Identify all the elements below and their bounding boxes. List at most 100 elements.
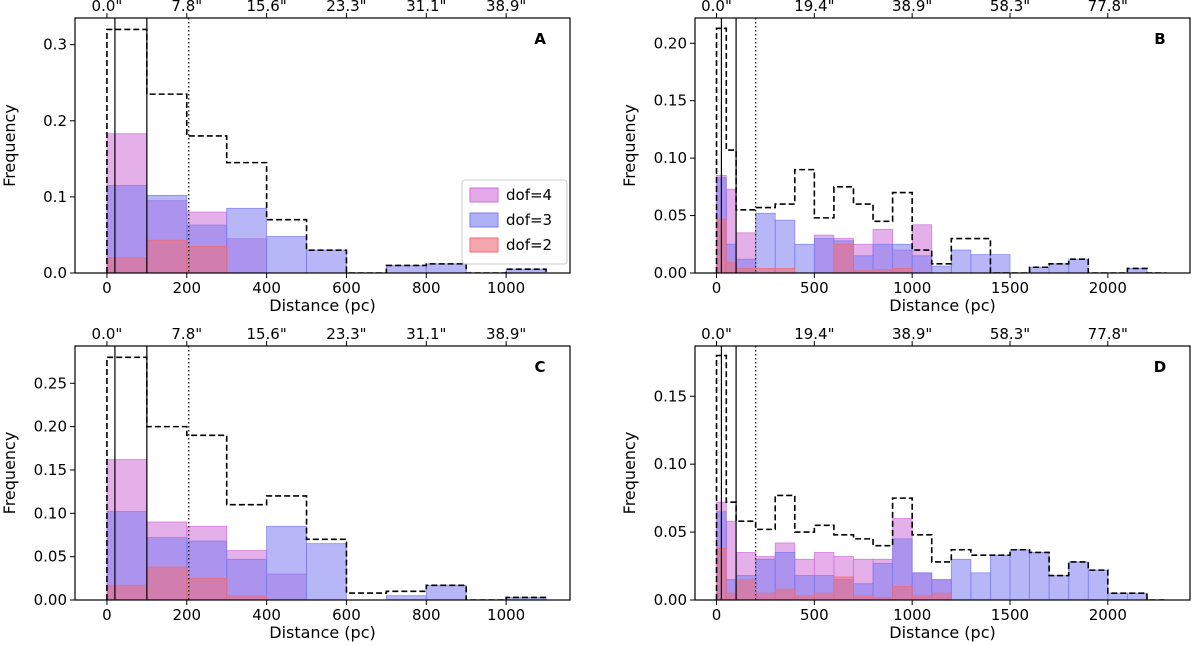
- bar-dof3: [226, 207, 268, 273]
- axes-frame: [74, 345, 571, 601]
- x-tick-label: 1000: [893, 279, 931, 297]
- top-tick-label: 77.8": [1088, 325, 1128, 343]
- panel-C: 0 200 400 600 800 1000 0.0" 7.8" 15.6" 23.3" 31.1"…: [0, 325, 571, 642]
- envelope-line: [106, 28, 547, 273]
- panel-letter: D: [1154, 358, 1166, 376]
- panel-B: 0 500 1000 1500 2000 0.0" 19.4" 38.9" 58.3" 77.8"…: [620, 0, 1191, 315]
- legend-swatch-dof2: [469, 237, 499, 253]
- bar-dof3: [425, 263, 467, 273]
- bar-dof3: [872, 243, 894, 273]
- bar-dof2: [833, 576, 854, 600]
- x-tick-label: 500: [800, 606, 829, 624]
- x-tick-label: 1500: [991, 279, 1029, 297]
- x-tick-label: 500: [800, 279, 829, 297]
- bar-dof3: [306, 249, 347, 273]
- top-tick-label: 38.9": [892, 325, 932, 343]
- plot-area: [715, 18, 1167, 273]
- series-dof2: [106, 239, 228, 273]
- bar-dof2: [833, 243, 854, 273]
- legend: dof=4 dof=3 dof=2: [461, 179, 568, 265]
- top-tick-label: 15.6": [246, 0, 286, 15]
- envelope-line: [106, 356, 547, 600]
- y-tick-label: 0.2: [43, 112, 67, 130]
- bar-dof3: [306, 543, 347, 600]
- y-tick-label: 0.10: [34, 504, 67, 522]
- legend-swatch-dof4: [469, 187, 499, 203]
- top-tick-label: 58.3": [990, 325, 1030, 343]
- bar-dof2: [106, 584, 148, 600]
- x-axis-label: Distance (pc): [889, 296, 995, 315]
- bar-dof3: [950, 558, 972, 600]
- top-tick-label: 7.8": [171, 325, 202, 343]
- y-tick-label: 0.25: [34, 374, 67, 392]
- plot-area: [106, 346, 547, 600]
- x-tick-label: 200: [172, 606, 201, 624]
- top-tick-label: 31.1": [406, 325, 446, 343]
- bar-dof2: [146, 239, 188, 273]
- y-axis-label: Frequency: [620, 432, 639, 515]
- bar-dof2: [755, 592, 776, 600]
- bar-dof3: [266, 236, 307, 273]
- y-tick-label: 0.10: [654, 455, 687, 473]
- bar-dof3: [1087, 569, 1109, 600]
- envelope-line: [715, 354, 1167, 600]
- bar-dof3: [931, 265, 952, 273]
- bar-dof2: [853, 595, 874, 600]
- x-tick-label: 800: [412, 279, 441, 297]
- bar-dof2: [931, 592, 952, 600]
- y-tick-label: 0.15: [654, 387, 687, 405]
- top-tick-label: 31.1": [406, 0, 446, 15]
- x-tick-label: 400: [252, 606, 281, 624]
- bar-dof3: [892, 538, 913, 600]
- top-tick-label: 19.4": [794, 0, 834, 15]
- bar-dof3: [813, 238, 835, 273]
- series-dof3: [106, 185, 547, 273]
- bar-dof2: [186, 245, 228, 273]
- plot-area: [715, 346, 1167, 600]
- top-tick-label: 38.9": [486, 0, 526, 15]
- top-tick-label: 38.9": [892, 0, 932, 15]
- bar-dof2: [725, 592, 737, 600]
- y-tick-label: 0.3: [43, 36, 67, 54]
- bar-dof2: [186, 577, 228, 600]
- series-dof3: [716, 511, 1148, 600]
- y-tick-label: 0.20: [34, 418, 67, 436]
- panel-letter: C: [534, 358, 545, 376]
- y-tick-label: 0.1: [43, 188, 67, 206]
- bar-dof3: [950, 249, 972, 273]
- bar-dof3: [1029, 266, 1050, 273]
- bar-dof2: [106, 257, 148, 273]
- x-tick-label: 1000: [893, 606, 931, 624]
- y-tick-label: 0.00: [654, 591, 687, 609]
- plot-area: [106, 18, 547, 273]
- top-tick-label: 0.0": [701, 325, 732, 343]
- axes-frame: [694, 17, 1191, 274]
- x-tick-label: 1500: [991, 606, 1029, 624]
- bar-dof2: [146, 566, 188, 600]
- bar-dof3: [1029, 552, 1050, 600]
- x-tick-label: 0: [712, 606, 722, 624]
- bar-dof2: [735, 268, 757, 273]
- bar-dof3: [755, 212, 776, 273]
- top-tick-label: 77.8": [1088, 0, 1128, 15]
- x-tick-label: 600: [332, 606, 361, 624]
- top-tick-label: 23.3": [326, 0, 366, 15]
- bar-dof2: [755, 268, 776, 273]
- y-axis-label: Frequency: [620, 104, 639, 187]
- bar-dof3: [425, 584, 467, 600]
- bar-dof2: [794, 595, 815, 600]
- x-tick-label: 400: [252, 279, 281, 297]
- bar-dof3: [970, 254, 991, 273]
- legend-label-dof4: dof=4: [506, 186, 552, 204]
- x-tick-label: 2000: [1089, 606, 1127, 624]
- panel-letter: B: [1154, 30, 1165, 48]
- top-tick-label: 19.4": [794, 325, 834, 343]
- x-tick-label: 1000: [487, 606, 525, 624]
- bar-dof3: [266, 525, 307, 600]
- bar-dof3: [1107, 592, 1128, 600]
- y-tick-label: 0.20: [654, 34, 687, 52]
- panel-A: 0 200 400 600 800 1000 0.0" 7.8" 15.6" 23.3" 31.1"…: [0, 0, 571, 315]
- legend-label-dof2: dof=2: [506, 236, 552, 254]
- bar-dof2: [735, 579, 757, 600]
